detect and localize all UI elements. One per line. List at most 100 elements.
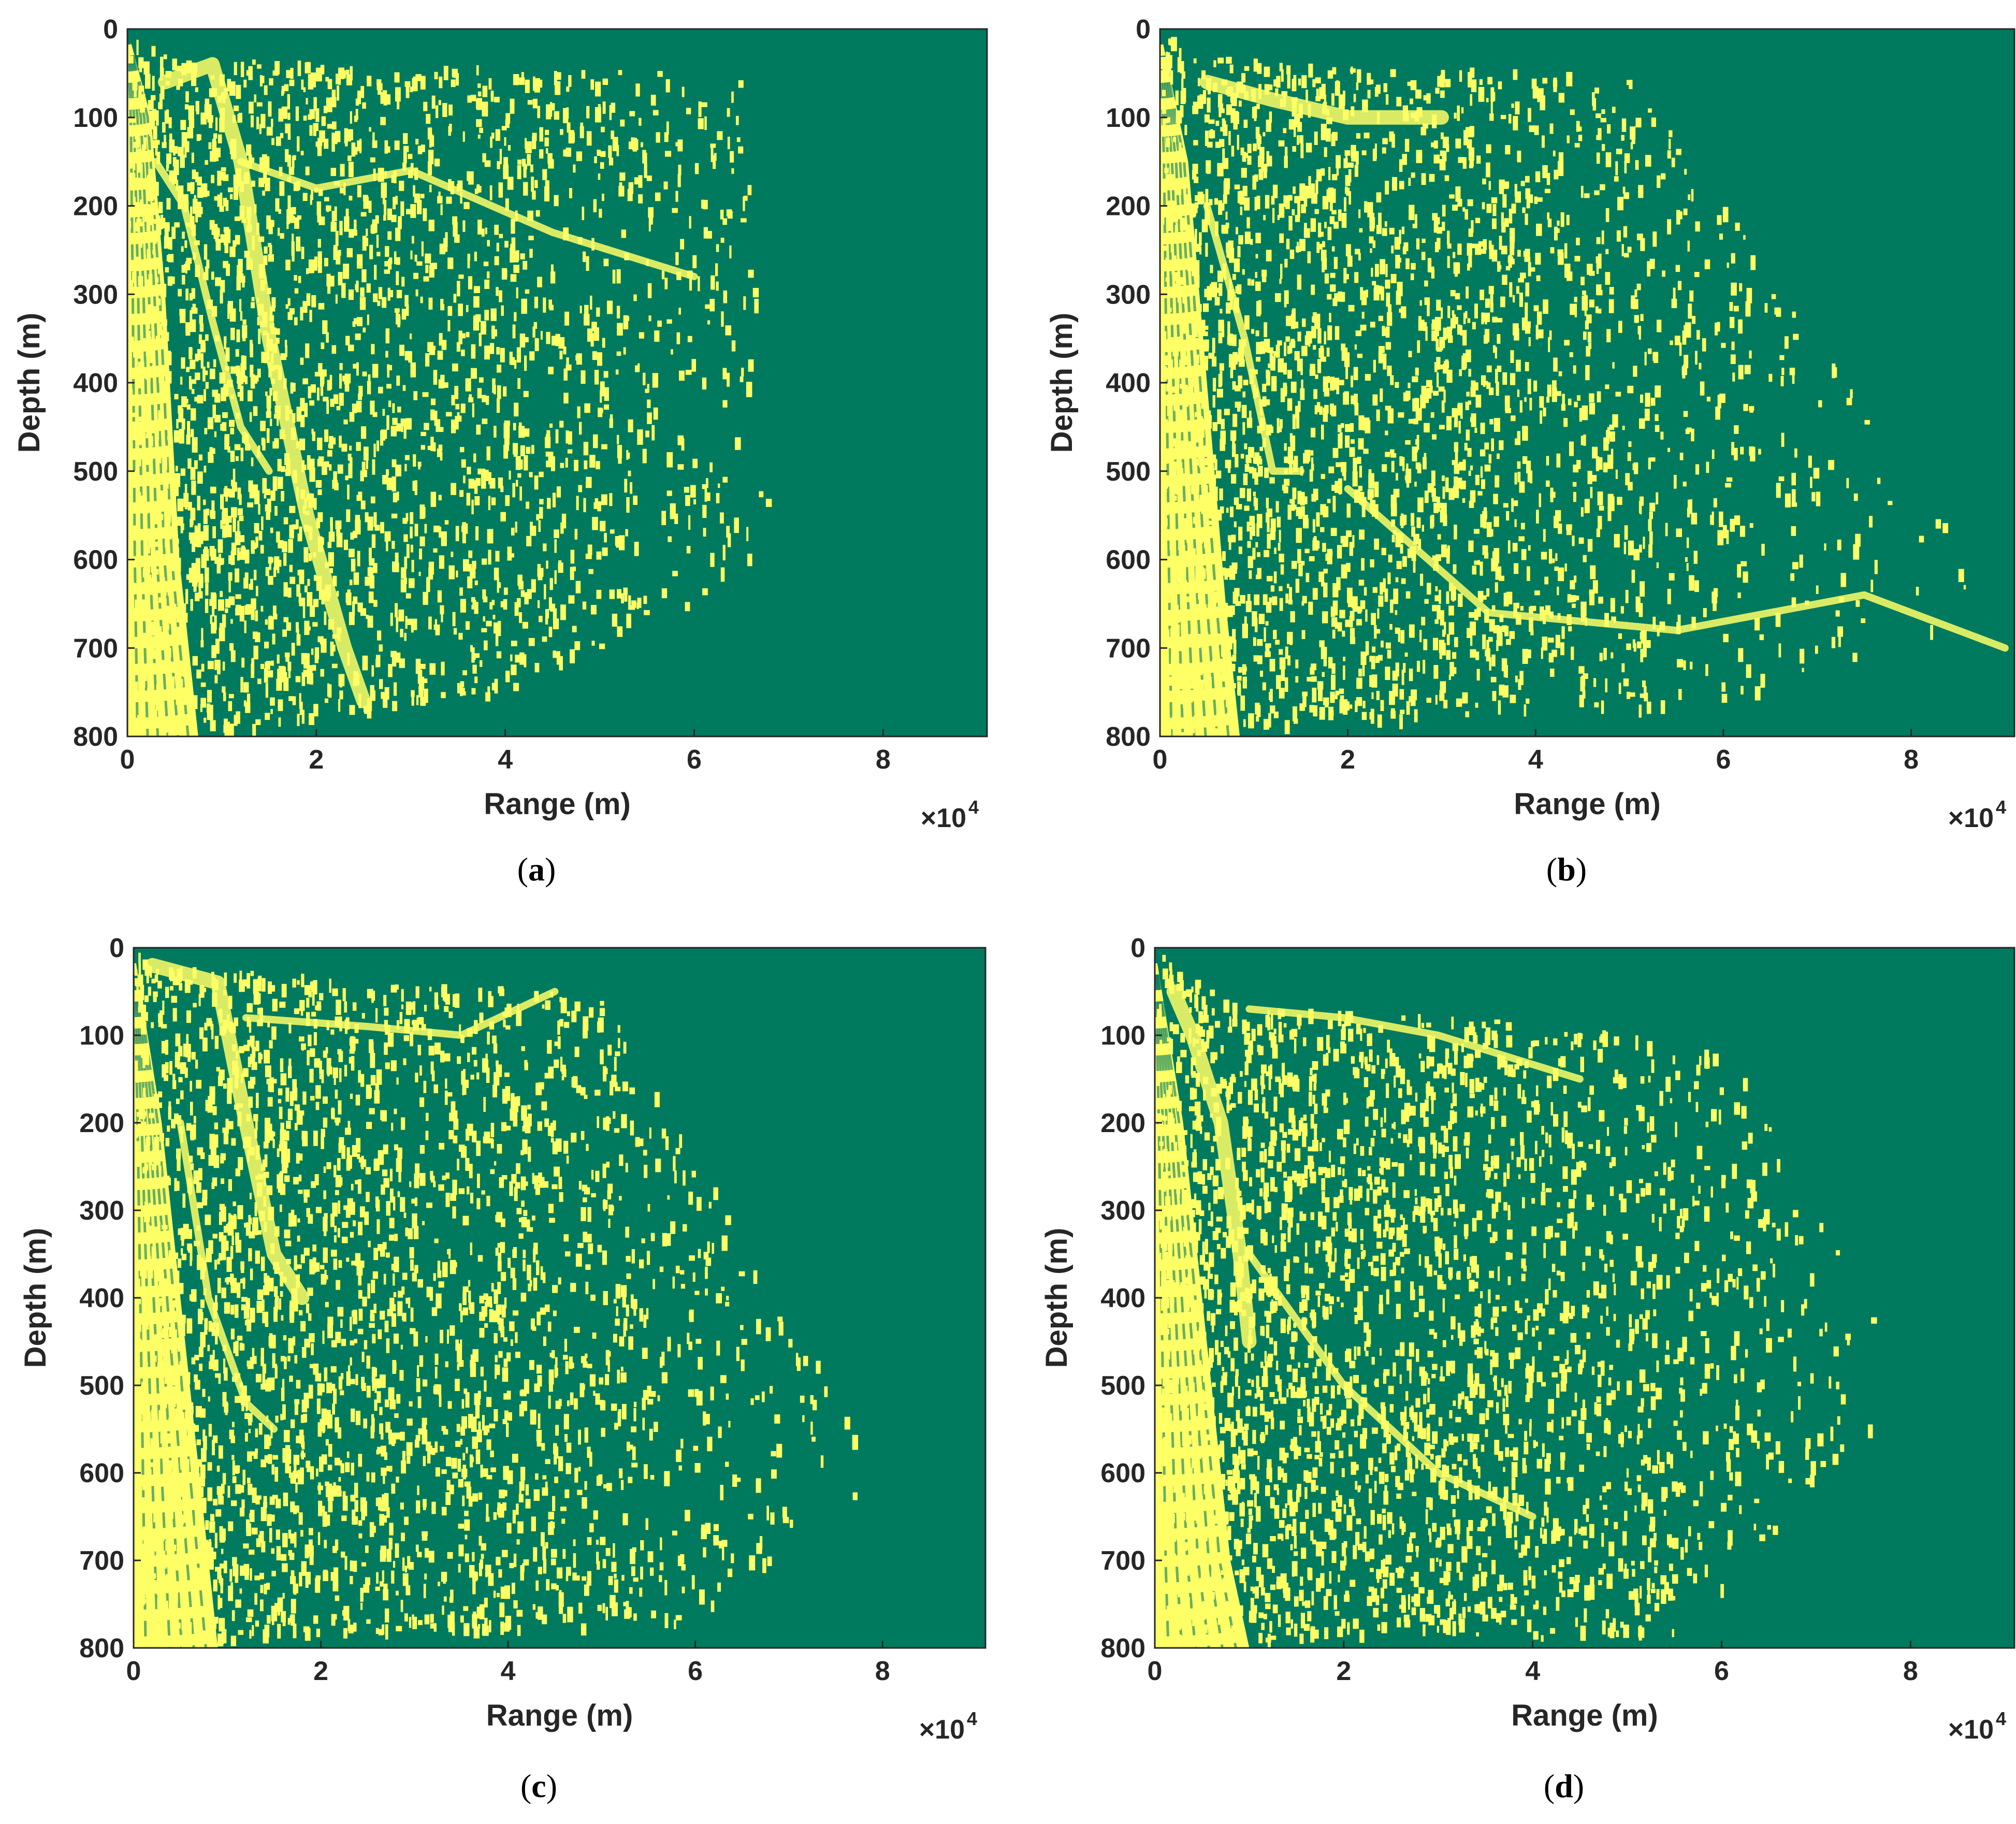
speckle-cell bbox=[1231, 93, 1237, 106]
speckle-cell bbox=[1297, 331, 1301, 342]
speckle-cell bbox=[1214, 728, 1219, 736]
speckle-cell bbox=[272, 633, 275, 645]
speckle-cell bbox=[187, 502, 192, 511]
speckle-cell bbox=[372, 412, 378, 417]
speckle-cell bbox=[381, 429, 387, 439]
speckle-cell bbox=[1164, 509, 1169, 515]
speckle-cell bbox=[1497, 261, 1501, 272]
speckle-cell bbox=[1340, 423, 1344, 428]
speckle-cell bbox=[1558, 152, 1564, 166]
speckle-cell bbox=[294, 217, 299, 229]
speckle-cell bbox=[496, 346, 500, 355]
speckle-cell bbox=[431, 95, 436, 109]
speckle-cell bbox=[448, 565, 455, 580]
speckle-cell bbox=[1853, 493, 1858, 501]
speckle-cell bbox=[1586, 314, 1592, 324]
speckle-cell bbox=[722, 476, 728, 483]
speckle-cell bbox=[382, 297, 387, 308]
speckle-cell bbox=[249, 492, 255, 499]
speckle-cell bbox=[147, 577, 152, 586]
speckle-cell bbox=[1288, 599, 1293, 605]
speckle-cell bbox=[1622, 186, 1626, 194]
speckle-cell bbox=[347, 653, 350, 665]
speckle-cell bbox=[235, 235, 240, 245]
speckle-cell bbox=[468, 550, 473, 558]
speckle-cell bbox=[188, 532, 195, 540]
speckle-cell bbox=[591, 322, 597, 332]
speckle-cell bbox=[646, 175, 652, 181]
speckle-cell bbox=[347, 132, 351, 142]
speckle-cell bbox=[1358, 415, 1365, 430]
speckle-cell bbox=[552, 493, 556, 508]
speckle-cell bbox=[196, 669, 201, 679]
speckle-cell bbox=[240, 677, 243, 693]
speckle-cell bbox=[1573, 491, 1576, 502]
speckle-cell bbox=[1357, 353, 1363, 358]
speckle-cell bbox=[1330, 528, 1337, 536]
speckle-cell bbox=[1597, 391, 1601, 402]
speckle-cell bbox=[199, 314, 204, 324]
speckle-cell bbox=[1721, 693, 1728, 703]
speckle-cell bbox=[1424, 423, 1430, 433]
speckle-cell bbox=[244, 549, 250, 564]
speckle-cell bbox=[1461, 107, 1464, 114]
speckle-cell bbox=[277, 459, 282, 472]
speckle-cell bbox=[155, 277, 159, 283]
speckle-cell bbox=[213, 134, 216, 150]
speckle-cell bbox=[597, 149, 601, 156]
speckle-cell bbox=[1202, 303, 1209, 312]
speckle-cell bbox=[217, 170, 222, 186]
speckle-cell bbox=[1659, 621, 1665, 631]
x-tick-label: 2 bbox=[309, 745, 324, 775]
speckle-cell bbox=[1491, 197, 1498, 204]
speckle-cell bbox=[178, 405, 183, 414]
speckle-cell bbox=[1359, 466, 1362, 478]
speckle-cell bbox=[618, 535, 625, 551]
speckle-cell bbox=[185, 222, 192, 227]
speckle-cell bbox=[1808, 455, 1812, 468]
speckle-cell bbox=[1231, 663, 1236, 672]
speckle-cell bbox=[1605, 152, 1612, 167]
speckle-cell bbox=[1638, 501, 1642, 513]
speckle-cell bbox=[1486, 162, 1490, 178]
speckle-cell bbox=[1442, 205, 1446, 217]
speckle-cell bbox=[626, 497, 630, 513]
speckle-cell bbox=[1251, 524, 1256, 536]
speckle-cell bbox=[559, 351, 563, 359]
speckle-cell bbox=[635, 365, 640, 372]
speckle-cell bbox=[442, 103, 447, 117]
speckle-cell bbox=[221, 387, 226, 401]
speckle-cell bbox=[386, 541, 388, 552]
speckle-cell bbox=[1238, 348, 1244, 361]
speckle-cell bbox=[1536, 510, 1539, 524]
speckle-cell bbox=[1624, 525, 1628, 540]
speckle-cell bbox=[1677, 281, 1682, 291]
speckle-cell bbox=[1186, 714, 1190, 719]
speckle-cell bbox=[1576, 121, 1580, 132]
speckle-cell bbox=[1199, 453, 1205, 468]
speckle-cell bbox=[258, 178, 264, 187]
speckle-cell bbox=[1477, 591, 1484, 601]
speckle-cell bbox=[394, 72, 400, 83]
speckle-cell bbox=[190, 508, 196, 520]
speckle-cell bbox=[324, 138, 329, 149]
speckle-cell bbox=[313, 123, 318, 132]
speckle-cell bbox=[470, 568, 476, 579]
speckle-cell bbox=[1432, 496, 1438, 502]
speckle-cell bbox=[178, 185, 184, 197]
speckle-cell bbox=[451, 419, 456, 433]
speckle-cell bbox=[515, 480, 518, 487]
speckle-cell bbox=[1327, 375, 1330, 383]
speckle-cell bbox=[1453, 252, 1456, 258]
speckle-cell bbox=[1303, 198, 1308, 207]
speckle-cell bbox=[1390, 711, 1396, 719]
speckle-cell bbox=[1605, 678, 1607, 692]
speckle-cell bbox=[207, 299, 213, 309]
speckle-cell bbox=[467, 171, 469, 181]
speckle-cell bbox=[463, 202, 470, 209]
speckle-cell bbox=[1573, 465, 1579, 473]
speckle-cell bbox=[1694, 272, 1700, 278]
speckle-cell bbox=[151, 202, 156, 212]
speckle-cell bbox=[1215, 470, 1222, 479]
speckle-cell bbox=[581, 70, 586, 79]
